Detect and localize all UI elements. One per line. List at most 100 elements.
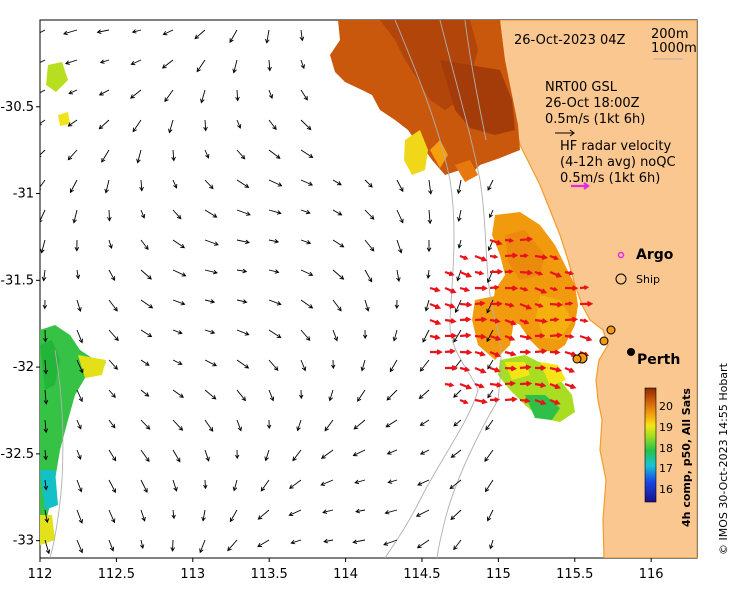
radar-arrow: [564, 366, 576, 373]
model-arrow: [98, 89, 110, 96]
model-arrow: [268, 239, 280, 244]
radar-arrow: [474, 316, 488, 323]
model-arrow: [324, 419, 334, 432]
radar-arrow: [504, 269, 514, 274]
model-arrow: [76, 509, 83, 524]
model-arrow: [236, 299, 248, 304]
model-arrow: [172, 419, 184, 431]
model-arrow: [260, 479, 270, 492]
radar-arrow: [489, 254, 499, 259]
x-axis: 112 112.5 113 113.5 114 114.5 115 115.5 116: [28, 558, 664, 582]
model-arrow: [108, 479, 116, 494]
radar-arrow: [474, 398, 488, 405]
model-arrow: [76, 299, 82, 312]
model-arrow: [40, 179, 46, 190]
model-arrow: [40, 239, 46, 254]
sst-patch-west: [40, 62, 106, 545]
model-arrow: [171, 509, 176, 520]
radar-arrow: [549, 317, 560, 323]
radar-arrow: [534, 286, 548, 294]
radar-arrow: [474, 333, 487, 340]
x-tick-label: 114.5: [403, 567, 440, 582]
y-tick-label: -32.5: [0, 447, 34, 462]
model-arrow: [394, 299, 399, 310]
radar-arrow: [459, 382, 473, 390]
model-arrow: [453, 329, 462, 343]
model-arrow: [450, 509, 462, 521]
radar-arrow: [534, 333, 546, 339]
model-arrow: [386, 449, 398, 455]
model-arrow: [140, 359, 150, 366]
model-arrow: [268, 209, 282, 215]
model-arrow: [108, 539, 115, 552]
model-arrow: [196, 59, 206, 73]
colorbar-title: 4h comp, p50, All Sats: [680, 388, 693, 527]
model-arrow: [300, 299, 314, 309]
y-tick-label: -30.5: [0, 100, 34, 115]
radar-arrow: [504, 396, 518, 403]
model-arrow: [457, 239, 462, 249]
model-arrow: [108, 239, 113, 250]
model-arrow: [76, 419, 82, 430]
model-arrow: [172, 269, 187, 277]
model-arrow: [204, 419, 214, 432]
model-arrow: [300, 329, 311, 341]
radar-arrow: [444, 318, 457, 324]
radar-arrow: [534, 318, 548, 324]
radar-arrow: [519, 364, 532, 371]
model-arrow: [132, 119, 142, 133]
model-arrow: [201, 509, 206, 522]
radar-arrow: [534, 398, 547, 406]
radar-arrow: [489, 382, 503, 388]
model-arrow: [300, 239, 312, 245]
radar-arrow: [549, 286, 559, 292]
model-arrow: [131, 29, 142, 34]
model-arrow: [194, 29, 206, 40]
radar-arrow: [429, 318, 442, 326]
radar-arrow: [549, 398, 561, 405]
model-arrow: [172, 209, 182, 220]
perth-label: Perth: [637, 352, 680, 368]
model-arrow: [98, 119, 110, 130]
model-arrow: [236, 329, 250, 336]
model-arrow: [396, 239, 403, 254]
model-arrow: [364, 299, 370, 312]
model-arrow: [267, 59, 272, 72]
radar-arrow: [564, 333, 575, 340]
model-arrow: [204, 389, 217, 400]
model-arrow: [96, 29, 110, 34]
model-arrow: [139, 539, 145, 550]
model-arrow: [172, 389, 184, 398]
radar-arrow: [489, 366, 501, 373]
radar-arrow: [519, 334, 533, 341]
model-arrow: [140, 449, 150, 463]
radar-arrow: [534, 270, 544, 276]
model-arrow: [232, 59, 238, 74]
model-arrow: [108, 269, 116, 281]
model-arrow: [387, 479, 398, 484]
model-arrow: [364, 209, 375, 220]
radar-arrow: [549, 301, 564, 308]
model-legend-line1: NRT00 GSL: [545, 80, 618, 95]
radar-arrow: [444, 382, 455, 388]
model-arrow: [257, 539, 270, 548]
radar-arrow: [474, 270, 485, 276]
model-legend-arrow: [555, 129, 575, 137]
model-arrow: [292, 449, 302, 462]
model-arrow: [162, 29, 174, 36]
radar-arrow: [579, 334, 593, 342]
y-tick-label: -32: [13, 360, 34, 375]
model-arrow: [76, 479, 83, 493]
radar-legend-line3: 0.5m/s (1kt 6h): [560, 171, 660, 186]
argo-icon: [617, 251, 625, 259]
model-arrow: [41, 269, 47, 282]
ship-icon: [615, 273, 627, 285]
model-arrow: [485, 419, 494, 431]
model-arrow: [140, 329, 153, 338]
model-arrow: [172, 359, 183, 365]
model-arrow: [204, 209, 218, 218]
model-arrow: [43, 389, 49, 405]
model-arrow: [236, 119, 242, 129]
radar-arrow: [444, 348, 456, 355]
model-arrow: [486, 299, 494, 314]
